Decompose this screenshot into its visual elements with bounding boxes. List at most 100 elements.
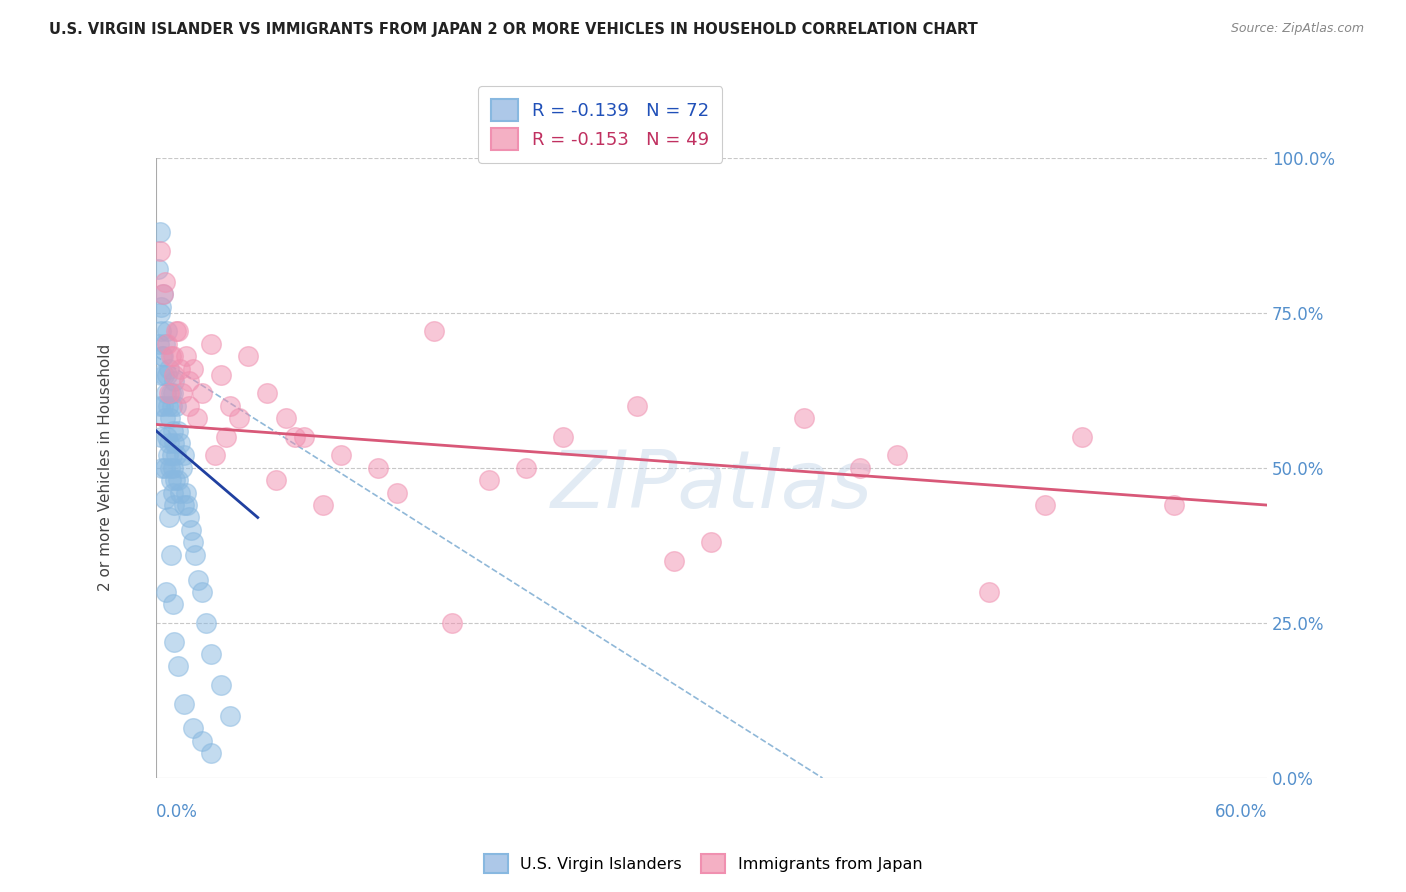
Point [162,485,184,500]
Point [191,585,214,599]
Point [264,473,287,487]
Point [152,399,174,413]
Point [149,399,172,413]
Point [165,473,187,487]
Point [156,430,179,444]
Point [163,368,186,382]
Point [1163,498,1185,512]
Point [700,535,723,549]
Legend: R = -0.139   N = 72, R = -0.153   N = 49: R = -0.139 N = 72, R = -0.153 N = 49 [478,87,723,162]
Point [174,485,197,500]
Point [179,399,201,413]
Point [159,460,181,475]
Text: ZIPatlas: ZIPatlas [550,448,873,525]
Point [156,368,179,382]
Point [155,585,177,599]
Point [179,374,201,388]
Point [153,336,176,351]
Point [186,411,208,425]
Point [170,460,193,475]
Point [330,449,353,463]
Point [173,498,195,512]
Point [292,430,315,444]
Point [159,386,181,401]
Point [256,386,278,401]
Point [441,615,464,630]
Point [167,473,190,487]
Point [1033,498,1056,512]
Point [157,510,180,524]
Point [163,374,186,388]
Point [180,523,202,537]
Text: 0.0%: 0.0% [156,803,198,821]
Point [165,399,187,413]
Point [886,449,908,463]
Point [274,411,297,425]
Point [156,325,179,339]
Point [979,585,1001,599]
Point [162,597,184,611]
Point [176,498,198,512]
Point [626,399,648,413]
Text: 2 or more Vehicles in Household: 2 or more Vehicles in Household [98,344,114,591]
Point [153,275,176,289]
Point [150,349,173,363]
Point [165,449,187,463]
Point [156,336,179,351]
Point [159,548,181,562]
Point [181,361,204,376]
Point [238,349,260,363]
Point [153,411,176,425]
Point [150,325,173,339]
Point [173,449,195,463]
Point [159,473,181,487]
Point [157,436,180,450]
Point [157,386,180,401]
Point [848,460,870,475]
Point [167,325,190,339]
Point [219,709,242,723]
Point [157,361,180,376]
Legend: U.S. Virgin Islanders, Immigrants from Japan: U.S. Virgin Islanders, Immigrants from J… [477,847,929,880]
Point [219,399,242,413]
Point [146,262,169,277]
Point [159,349,181,363]
Point [181,722,204,736]
Point [553,430,575,444]
Point [228,411,250,425]
Point [153,491,176,506]
Point [191,386,214,401]
Point [664,554,686,568]
Point [174,349,197,363]
Point [1070,430,1092,444]
Point [200,746,222,760]
Point [169,436,191,450]
Text: Source: ZipAtlas.com: Source: ZipAtlas.com [1230,22,1364,36]
Point [159,411,181,425]
Point [165,325,187,339]
Point [215,430,238,444]
Text: 60.0%: 60.0% [1215,803,1267,821]
Point [152,287,174,301]
Point [793,411,815,425]
Point [160,399,183,413]
Point [209,678,232,692]
Point [152,287,174,301]
Point [422,325,444,339]
Point [311,498,333,512]
Point [200,336,222,351]
Point [179,510,201,524]
Point [284,430,307,444]
Point [150,430,173,444]
Point [169,361,191,376]
Text: U.S. VIRGIN ISLANDER VS IMMIGRANTS FROM JAPAN 2 OR MORE VEHICLES IN HOUSEHOLD CO: U.S. VIRGIN ISLANDER VS IMMIGRANTS FROM … [49,22,979,37]
Point [169,485,191,500]
Point [162,460,184,475]
Point [184,548,207,562]
Point [173,697,195,711]
Point [163,436,186,450]
Point [155,386,177,401]
Point [163,634,186,648]
Point [162,349,184,363]
Point [167,659,190,673]
